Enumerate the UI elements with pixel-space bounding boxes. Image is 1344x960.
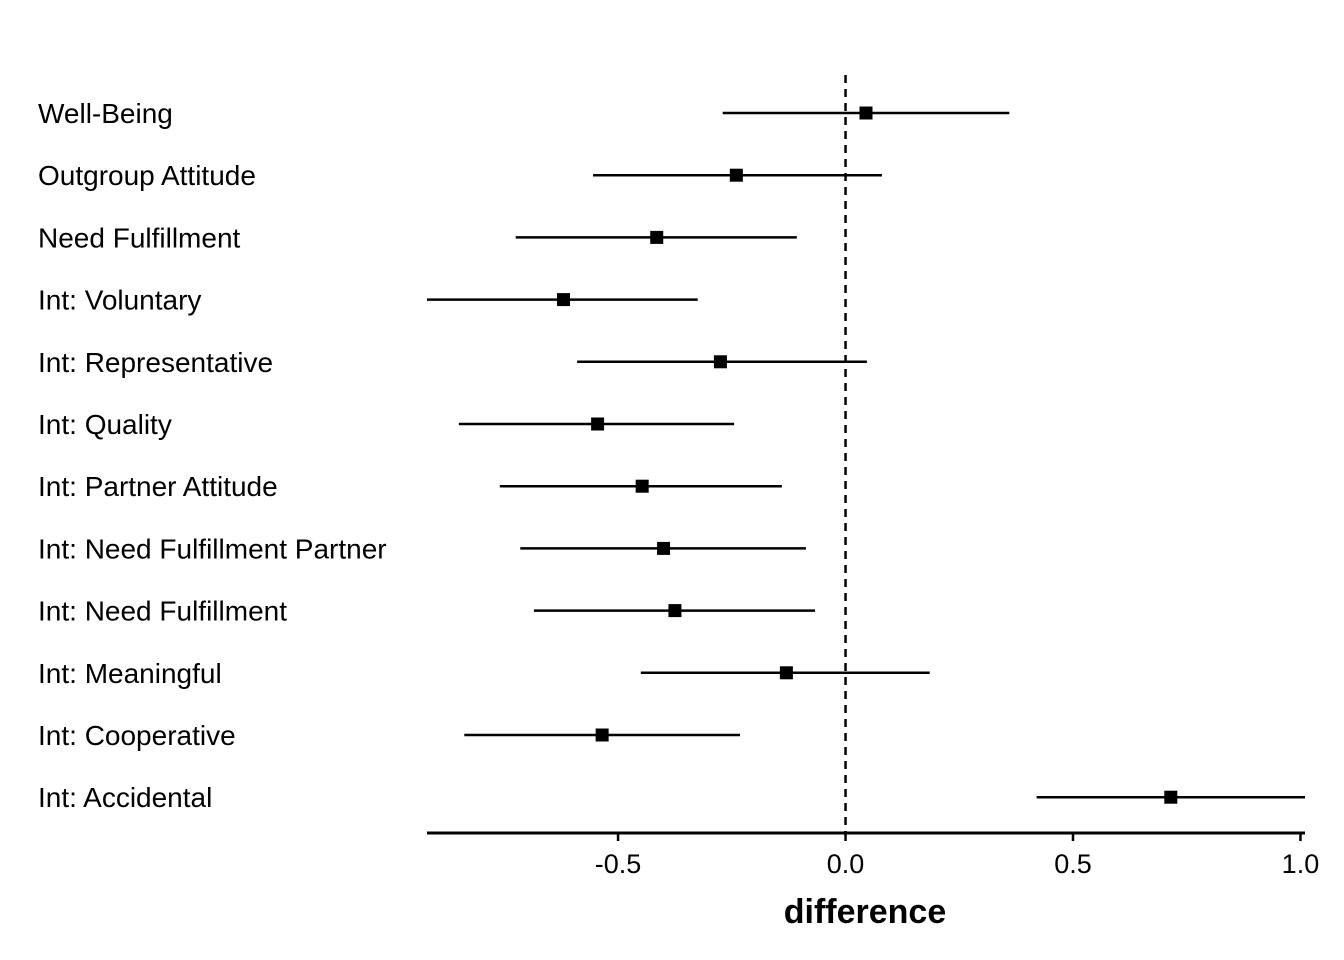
category-label: Int: Partner Attitude	[38, 471, 278, 502]
category-label: Int: Meaningful	[38, 658, 222, 689]
estimate-marker	[859, 106, 873, 120]
estimate-marker	[591, 417, 605, 431]
category-label: Int: Voluntary	[38, 285, 201, 316]
category-label: Outgroup Attitude	[38, 160, 256, 191]
point-estimates	[556, 106, 1178, 804]
estimate-marker	[595, 728, 609, 742]
estimate-marker	[657, 541, 671, 555]
x-axis-title: difference	[784, 893, 947, 931]
x-tick-label: 0.5	[1054, 849, 1092, 879]
category-label: Int: Need Fulfillment Partner	[38, 533, 387, 564]
category-labels: Well-Being Outgroup Attitude Need Fulfillm…	[38, 98, 387, 813]
estimate-marker	[668, 604, 682, 618]
estimate-marker	[556, 293, 570, 307]
x-tick-label: 1.0	[1282, 849, 1320, 879]
category-label: Need Fulfillment	[38, 222, 241, 253]
x-tick-label: 0.0	[827, 849, 865, 879]
estimate-marker	[779, 666, 793, 680]
estimate-marker	[650, 230, 664, 244]
estimate-marker	[713, 355, 727, 369]
estimate-marker	[635, 479, 649, 493]
confidence-intervals	[427, 111, 1305, 799]
category-label: Int: Need Fulfillment	[38, 596, 287, 627]
estimate-marker	[729, 168, 743, 182]
category-label: Int: Cooperative	[38, 720, 236, 751]
x-tick-label: -0.5	[595, 849, 642, 879]
category-label: Int: Representative	[38, 347, 273, 378]
x-axis: -0.5 0.0 0.5 1.0	[427, 831, 1320, 879]
category-label: Well-Being	[38, 98, 173, 129]
category-label: Int: Accidental	[38, 782, 212, 813]
estimate-marker	[1164, 790, 1178, 804]
category-label: Int: Quality	[38, 409, 172, 440]
